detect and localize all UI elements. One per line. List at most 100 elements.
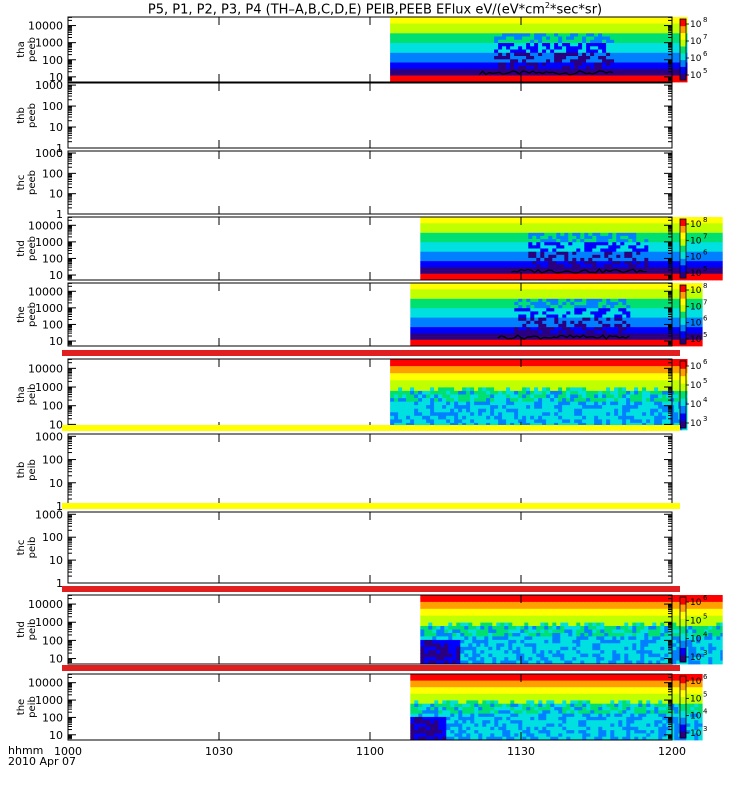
spectrogram-cell — [554, 323, 559, 328]
spectrogram-cell — [458, 30, 463, 34]
colorbar-exponent: 6 — [703, 315, 708, 323]
spectrogram-cell — [614, 339, 619, 344]
spectrogram-cell — [562, 30, 567, 34]
spectrogram-cell — [604, 239, 609, 243]
spectrogram-cell — [414, 46, 419, 50]
spectrogram-cell — [492, 248, 497, 252]
spectrogram-cell — [624, 226, 629, 230]
spectrogram-cell — [600, 220, 605, 224]
spectrogram-cell — [442, 78, 447, 83]
spectrogram-cell — [592, 267, 597, 271]
spectrogram-cell — [458, 333, 463, 337]
spectrogram-cell — [454, 62, 459, 67]
probe-label: thb — [16, 107, 27, 124]
spectrogram-cell — [604, 276, 609, 281]
spectrogram-cell — [482, 33, 487, 37]
spectrogram-cell — [470, 43, 475, 47]
spectrogram-cell — [438, 289, 443, 293]
spectrogram-cell — [488, 217, 493, 221]
spectrogram-cell — [626, 56, 631, 60]
spectrogram-cell — [462, 298, 467, 303]
spectrogram-cell — [514, 305, 519, 309]
spectrogram-cell — [518, 20, 523, 24]
spectrogram-cell — [564, 257, 569, 262]
spectrogram-cell — [630, 56, 635, 60]
spectrogram-cell — [564, 270, 569, 275]
spectrogram-cell — [518, 52, 523, 57]
spectrogram-cell — [522, 65, 527, 70]
spectrogram-cell — [568, 217, 573, 221]
spectrogram-cell — [688, 239, 693, 243]
spectrogram-cell — [586, 323, 591, 328]
spectrogram-cell — [454, 20, 459, 24]
spectrogram-cell — [708, 257, 713, 262]
spectrogram-cell — [418, 75, 423, 80]
spectrogram-cell — [538, 33, 543, 37]
spectrogram-cell — [554, 305, 559, 309]
spectrogram-cell — [618, 317, 623, 322]
spectrogram-cell — [494, 17, 499, 21]
spectrogram-cell — [494, 301, 499, 306]
spectrogram-cell — [626, 20, 631, 24]
spectrogram-cell — [550, 75, 555, 80]
spectrogram-cell — [506, 323, 511, 328]
spectrogram-cell — [712, 273, 717, 278]
spectrogram-cell — [518, 327, 523, 331]
spectrogram-cell — [538, 69, 543, 73]
spectrogram-cell — [674, 320, 679, 325]
spectrogram-cell — [418, 301, 423, 306]
spectrogram-cell — [618, 327, 623, 331]
spectrogram-cell — [700, 220, 705, 224]
spectrogram-cell — [624, 223, 629, 227]
spectrogram-cell — [586, 75, 591, 80]
spectrogram-cell — [554, 17, 559, 21]
spectrogram-cell — [602, 333, 607, 337]
spectrogram-cell — [526, 52, 531, 57]
spectrogram-cell — [694, 336, 699, 341]
spectrogram-cell — [686, 323, 691, 328]
spectrogram-cell — [462, 65, 467, 70]
spectrogram-cell — [664, 248, 669, 252]
spectrogram-cell — [436, 220, 441, 224]
colorbar-segment — [680, 66, 686, 74]
spectrogram-cell — [554, 56, 559, 60]
spectrogram-cell — [630, 30, 635, 34]
spectrogram-cell — [626, 333, 631, 337]
spectrogram-cell — [630, 78, 635, 83]
spectrogram-cell — [434, 36, 439, 41]
spectrogram-cell — [450, 56, 455, 60]
spectrogram-cell — [466, 49, 471, 54]
spectrogram-cell — [534, 78, 539, 83]
spectrogram-cell — [430, 26, 435, 31]
spectrogram-cell — [618, 43, 623, 47]
spectrogram-cell — [414, 26, 419, 31]
spectrogram-cell — [410, 298, 415, 303]
spectrogram-cell — [610, 52, 615, 57]
spectrogram-cell — [510, 314, 515, 318]
spectrogram-cell — [522, 323, 527, 328]
spectrogram-cell — [518, 46, 523, 50]
spectrogram-cell — [542, 323, 547, 328]
spectrogram-cell — [494, 311, 499, 315]
spectrogram-cell — [614, 298, 619, 303]
spectrogram-cell — [418, 17, 423, 21]
spectrogram-cell — [402, 75, 407, 80]
spectrogram-cell — [604, 226, 609, 230]
spectrogram-cell — [618, 56, 623, 60]
spectrogram-cell — [658, 327, 663, 331]
spectrogram-cell — [716, 239, 721, 243]
spectrogram-cell — [640, 270, 645, 275]
spectrogram-cell — [528, 223, 533, 227]
spectrogram-cell — [560, 248, 565, 252]
spectrogram-cell — [698, 314, 703, 318]
spectrogram-cell — [530, 46, 535, 50]
spectrogram-cell — [480, 273, 485, 278]
spectrogram-cell — [544, 239, 549, 243]
spectrogram-cell — [616, 267, 621, 271]
spectrogram-cell — [546, 342, 551, 347]
spectrogram-cell — [590, 65, 595, 70]
spectrogram-cell — [532, 245, 537, 249]
spectrogram-cell — [658, 336, 663, 341]
spectrogram-cell — [534, 289, 539, 293]
spectrogram-cell — [518, 292, 523, 296]
